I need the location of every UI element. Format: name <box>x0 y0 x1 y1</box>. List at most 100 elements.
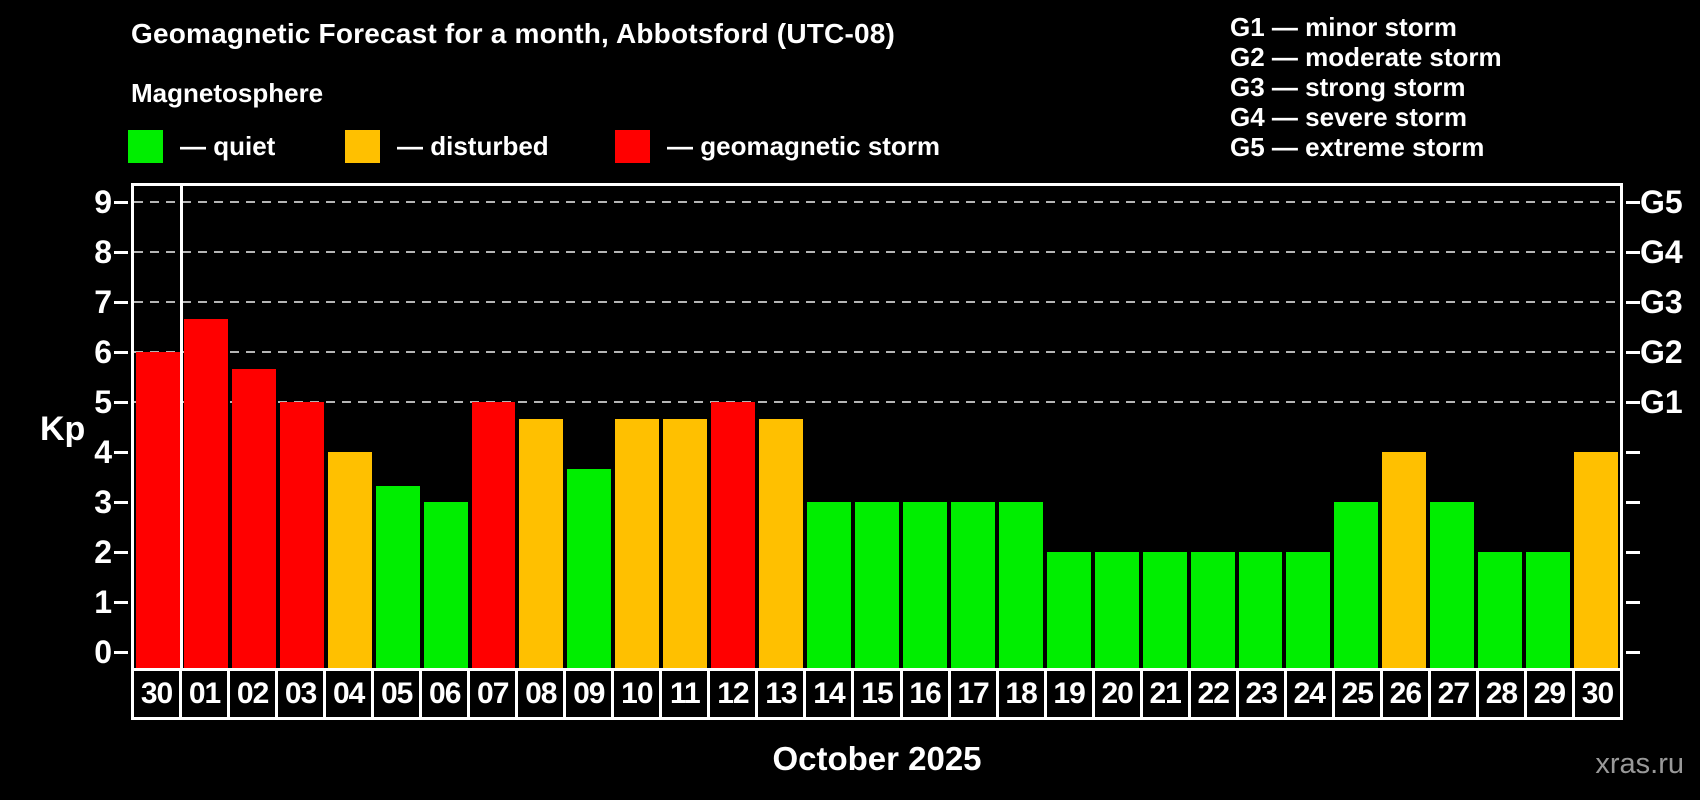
gridline-kp-6 <box>134 351 1620 353</box>
kp-bar <box>902 502 947 668</box>
day-label-cell: 23 <box>1235 671 1284 717</box>
kp-bar <box>759 418 804 668</box>
g-scale-legend: G1 — minor storm G2 — moderate storm G3 … <box>1230 12 1502 162</box>
legend-label-disturbed: — disturbed <box>397 131 549 161</box>
y-tick-label: 7 <box>94 284 112 320</box>
kp-bar <box>423 502 468 668</box>
watermark: xras.ru <box>1595 748 1684 780</box>
left-tick-kp-0 <box>114 650 128 654</box>
day-label-cell: 17 <box>947 671 996 717</box>
day-label-cell: 25 <box>1331 671 1380 717</box>
chart-subtitle: Magnetosphere <box>131 78 324 108</box>
y-axis-title: Kp <box>40 410 86 448</box>
kp-bar <box>1382 452 1427 668</box>
kp-bar <box>1094 552 1139 668</box>
day-label-cell: 13 <box>755 671 803 717</box>
day-label-cell: 10 <box>611 671 659 717</box>
left-tick-kp-7 <box>114 300 128 304</box>
disturbed-swatch <box>345 130 380 163</box>
day-label-cell: 29 <box>1523 671 1572 717</box>
y-tick-label: 2 <box>94 534 112 570</box>
left-tick-kp-1 <box>114 600 128 604</box>
kp-bar <box>1286 552 1331 668</box>
gridline-kp-7 <box>134 301 1620 303</box>
plot-area: 0 1 2 3 4 5 6 7 8 9 G1 G2 G3 G4 G5 <box>94 183 1683 668</box>
kp-bar <box>519 418 564 668</box>
kp-bar <box>855 502 899 668</box>
day-label-cell: 28 <box>1475 671 1524 717</box>
left-tick-kp-8 <box>114 250 128 254</box>
y-tick-label: 4 <box>94 434 112 470</box>
g-axis-label-G5: G5 <box>1640 184 1683 220</box>
kp-bar <box>375 485 420 668</box>
plot-inner: 0 1 2 3 4 5 6 7 8 9 G1 G2 G3 G4 G5 <box>94 186 1683 668</box>
day-label-cell: 24 <box>1283 671 1332 717</box>
right-tick-kp-8 <box>1626 250 1640 254</box>
right-tick-kp-3 <box>1626 500 1640 504</box>
kp-bar <box>279 402 324 668</box>
day-label-cell: 30 <box>140 677 173 710</box>
chart-title: Geomagnetic Forecast for a month, Abbots… <box>131 18 896 49</box>
day-label-cell: 05 <box>371 671 419 717</box>
kp-bar <box>231 368 276 668</box>
kp-bar <box>711 402 756 668</box>
kp-bar <box>1478 552 1523 668</box>
day-label-cell: 11 <box>659 671 707 717</box>
y-tick-label: 6 <box>94 334 112 370</box>
kp-bar <box>1142 552 1187 668</box>
right-tick-kp-7 <box>1626 300 1640 304</box>
kp-bar <box>327 452 372 668</box>
x-axis-title: October 2025 <box>772 740 982 777</box>
g-axis-label-G4: G4 <box>1640 234 1683 270</box>
right-tick-kp-6 <box>1626 350 1640 354</box>
y-tick-label: 0 <box>94 634 112 670</box>
legend-item-quiet: — quiet <box>128 130 275 163</box>
storm-swatch <box>615 130 650 163</box>
left-tick-kp-9 <box>114 200 128 204</box>
g-legend-row: G2 — moderate storm <box>1230 42 1502 72</box>
day-label-cell: 14 <box>803 671 851 717</box>
legend-label-storm: — geomagnetic storm <box>667 131 941 161</box>
kp-bar <box>950 502 995 668</box>
left-tick-kp-5 <box>114 400 128 404</box>
day-label-cell: 22 <box>1187 671 1236 717</box>
g-legend-row: G4 — severe storm <box>1230 102 1468 132</box>
y-tick-label: 8 <box>94 234 112 270</box>
kp-bar <box>471 402 516 668</box>
g-axis-label-G1: G1 <box>1640 384 1683 420</box>
day-label-cell: 15 <box>851 671 899 717</box>
left-tick-kp-6 <box>114 350 128 354</box>
gridline-kp-9 <box>134 201 1620 203</box>
gridline-kp-8 <box>134 251 1620 253</box>
day-label-cell: 03 <box>275 671 323 717</box>
kp-bar <box>1046 552 1091 668</box>
y-tick-label: 3 <box>94 484 112 520</box>
kp-bar <box>1526 552 1571 668</box>
right-tick-kp-9 <box>1626 200 1640 204</box>
gridline-kp-5 <box>134 401 1620 403</box>
day-label-cell: 19 <box>1043 671 1092 717</box>
legend-item-disturbed: — disturbed <box>345 130 549 163</box>
left-tick-kp-3 <box>114 500 128 504</box>
kp-bar <box>1574 452 1618 668</box>
kp-bar <box>998 502 1043 668</box>
right-tick-kp-2 <box>1626 550 1640 554</box>
kp-bar <box>1190 552 1235 668</box>
left-tick-kp-2 <box>114 550 128 554</box>
kp-bar <box>1238 552 1283 668</box>
day-label-cell: 07 <box>467 671 515 717</box>
month-separator <box>180 186 184 668</box>
g-legend-row: G3 — strong storm <box>1230 72 1466 102</box>
g-legend-row: G5 — extreme storm <box>1230 132 1485 162</box>
right-tick-kp-4 <box>1626 450 1640 454</box>
right-tick-kp-1 <box>1626 600 1640 604</box>
kp-bar <box>807 502 852 668</box>
day-label-cell: 26 <box>1379 671 1428 717</box>
kp-bar <box>1334 502 1379 668</box>
y-tick-label: 1 <box>94 584 112 620</box>
left-tick-kp-4 <box>114 450 128 454</box>
legend-item-storm: — geomagnetic storm <box>615 130 940 163</box>
right-tick-kp-5 <box>1626 400 1640 404</box>
y-tick-label: 9 <box>94 184 112 220</box>
